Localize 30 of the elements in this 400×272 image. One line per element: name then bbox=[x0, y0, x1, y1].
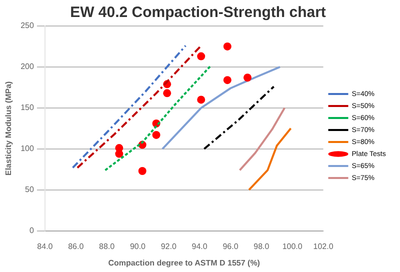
x-tick-label: 98.0 bbox=[254, 242, 270, 251]
x-axis-title: Compaction degree to ASTM D 1557 (%) bbox=[108, 258, 260, 268]
x-tick-label: 90.0 bbox=[130, 242, 146, 251]
x-tick-label: 94.0 bbox=[192, 242, 208, 251]
chart-title: EW 40.2 Compaction-Strength chart bbox=[70, 4, 326, 22]
point bbox=[244, 74, 252, 82]
y-tick-label: 50 bbox=[25, 185, 34, 194]
point bbox=[197, 52, 206, 60]
y-tick-label: 100 bbox=[20, 144, 34, 154]
point bbox=[197, 96, 206, 104]
y-tick-label: 0 bbox=[29, 226, 34, 236]
line-series bbox=[76, 44, 202, 169]
line-series bbox=[72, 44, 187, 169]
x-tick-label: 96.0 bbox=[222, 242, 239, 251]
x-tick-label: 84.0 bbox=[37, 242, 54, 251]
x-tick-label: 88.0 bbox=[99, 242, 116, 251]
point bbox=[138, 167, 146, 175]
point bbox=[152, 130, 160, 139]
y-axis-title: Elasticity Modulus (MPa) bbox=[4, 80, 14, 176]
x-tick-label: 102.0 bbox=[313, 242, 334, 251]
y-tick-label: 200 bbox=[20, 62, 34, 72]
x-tick-label: 92.0 bbox=[160, 242, 177, 251]
x-tick-label: 100.0 bbox=[282, 242, 303, 251]
y-tick-label: 250 bbox=[20, 21, 34, 30]
line-series bbox=[104, 65, 212, 172]
x-tick-label: 86.0 bbox=[68, 242, 84, 251]
point bbox=[163, 89, 172, 98]
point bbox=[223, 42, 232, 50]
point bbox=[223, 76, 232, 84]
y-tick-label: 150 bbox=[20, 103, 34, 112]
